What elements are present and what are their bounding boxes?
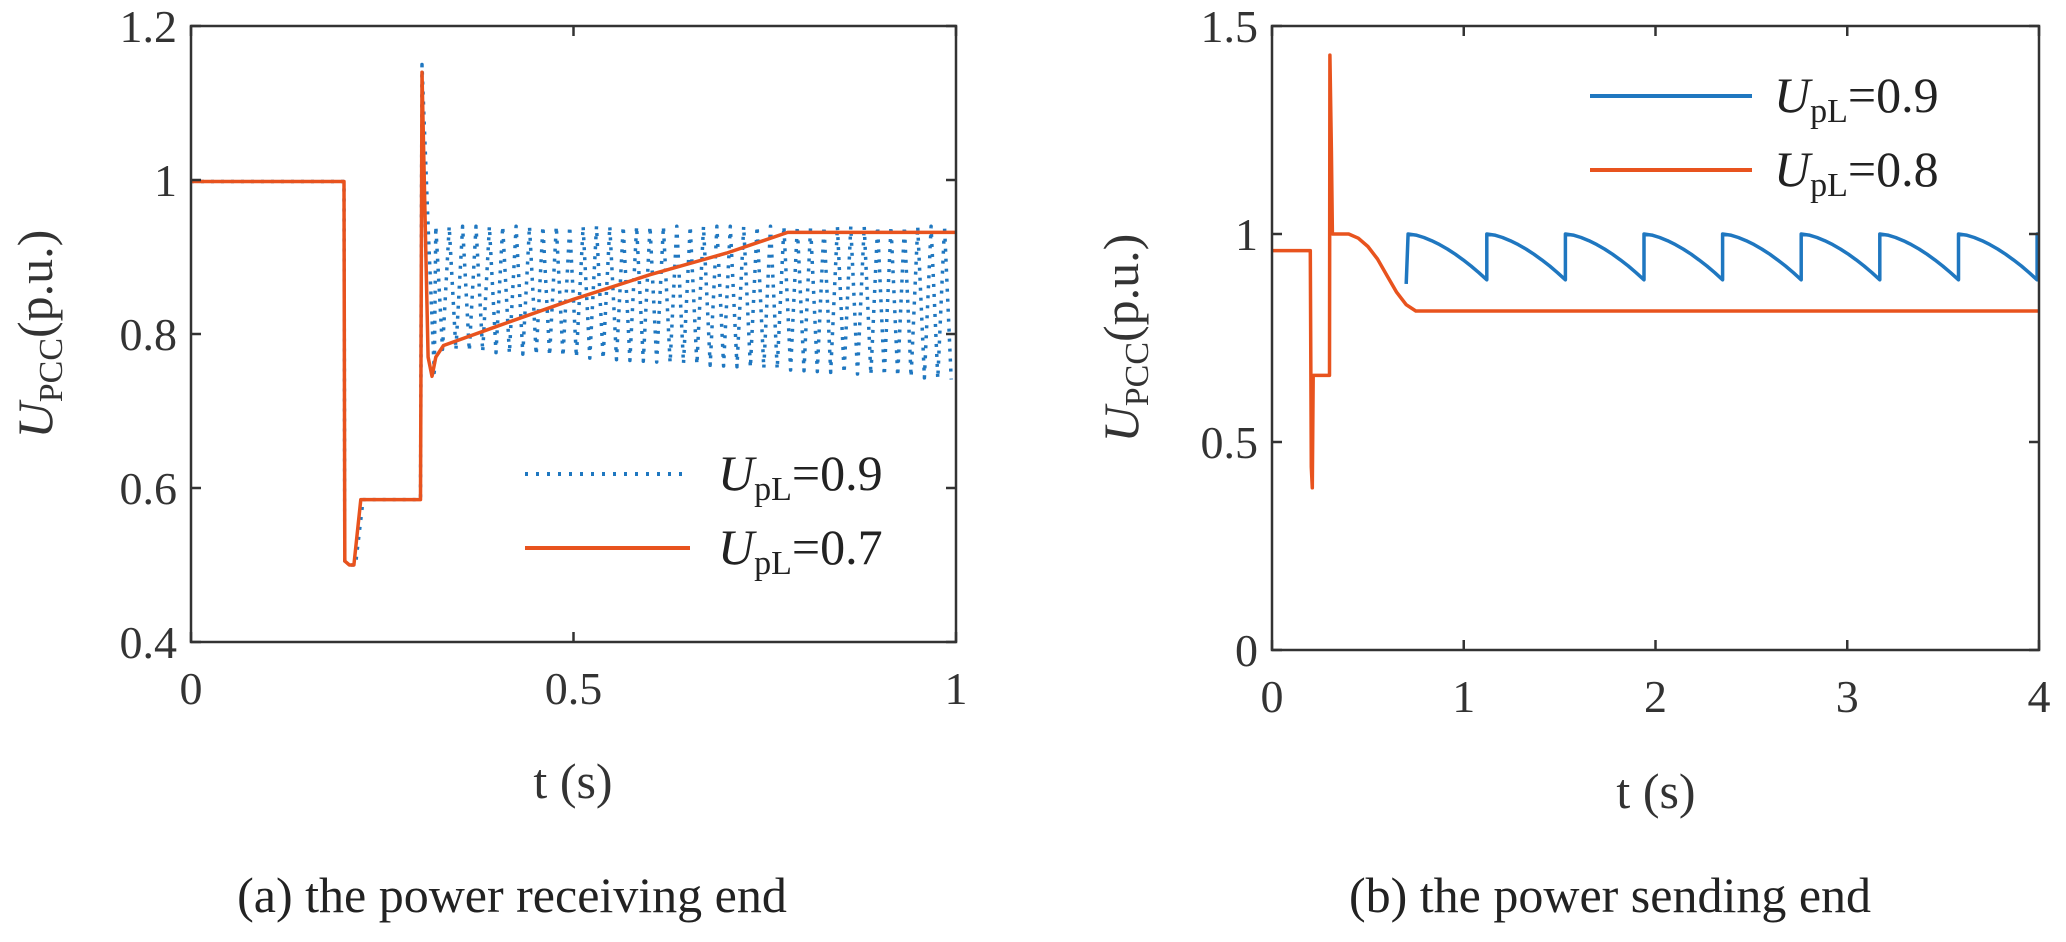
panel-a-lines [191, 62, 956, 567]
panel-b-series-1-line [1404, 232, 2039, 284]
panel-a-xtick-label: 1 [945, 663, 968, 714]
panel-a-caption: (a) the power receiving end [237, 867, 787, 923]
panel-a-series-2-line [191, 70, 956, 567]
panel-a-ylabel: UPCC(p.u.) [7, 230, 70, 439]
panel-a-ylabel-unit: (p.u.) [7, 230, 63, 338]
panel-b-ytick-label: 1.5 [1201, 1, 1259, 52]
panel-b-ytick-label: 0 [1235, 625, 1258, 676]
panel-a-xtick-label: 0 [180, 663, 203, 714]
panel-a-ylabel-sub: PCC [33, 338, 70, 402]
panel-a-ylabel-main: U [7, 399, 63, 438]
panel-a-ytick-label: 0.6 [120, 463, 178, 514]
panel-b-lines [1272, 53, 2039, 490]
panel-b: 0 1 2 3 4 0 0.5 1 1.5 t (s) UPCC(p.u.) UpL=0.9 U… [1093, 1, 2051, 923]
panel-b-ylabel-unit: (p.u.) [1093, 234, 1149, 342]
panel-b-ticks: 0 1 2 3 4 0 0.5 1 1.5 [1201, 1, 2051, 722]
panel-a-ytick-label: 0.4 [120, 617, 178, 668]
panel-b-legend-label-2: UpL=0.8 [1774, 141, 1939, 204]
panel-b-legend: UpL=0.9 UpL=0.8 [1590, 67, 1939, 204]
panel-b-xtick-label: 3 [1836, 671, 1859, 722]
panel-a-ticks: 0 0.5 1 0.4 0.6 0.8 1 1.2 [120, 1, 968, 714]
panel-a: 0 0.5 1 0.4 0.6 0.8 1 1.2 t (s) UPCC(p.u.) UpL=… [7, 1, 968, 923]
panel-a-legend-label-1: UpL=0.9 [718, 445, 883, 508]
panel-a-ytick-label: 0.8 [120, 309, 178, 360]
panel-a-xtick-label: 0.5 [545, 663, 603, 714]
panel-b-ylabel: UPCC(p.u.) [1093, 234, 1156, 443]
panel-b-xtick-label: 4 [2028, 671, 2051, 722]
panel-b-xtick-label: 1 [1452, 671, 1475, 722]
panel-a-ytick-label: 1.2 [120, 1, 178, 52]
panel-b-caption: (b) the power sending end [1349, 867, 1871, 923]
panel-a-legend: UpL=0.9 UpL=0.7 [525, 445, 883, 582]
panel-b-ytick-label: 1 [1235, 209, 1258, 260]
panel-b-series-2-line [1272, 53, 2039, 490]
panel-b-ylabel-main: U [1093, 403, 1149, 442]
panel-a-legend-label-2: UpL=0.7 [718, 519, 883, 582]
panel-b-xlabel: t (s) [1616, 763, 1695, 819]
panel-a-ytick-label: 1 [154, 155, 177, 206]
panel-a-xlabel: t (s) [533, 753, 612, 809]
panel-b-legend-label-1: UpL=0.9 [1774, 67, 1939, 130]
panel-b-ytick-label: 0.5 [1201, 417, 1259, 468]
panel-b-xtick-label: 2 [1644, 671, 1667, 722]
panel-b-xtick-label: 0 [1261, 671, 1284, 722]
panel-b-ylabel-sub: PCC [1119, 342, 1156, 406]
